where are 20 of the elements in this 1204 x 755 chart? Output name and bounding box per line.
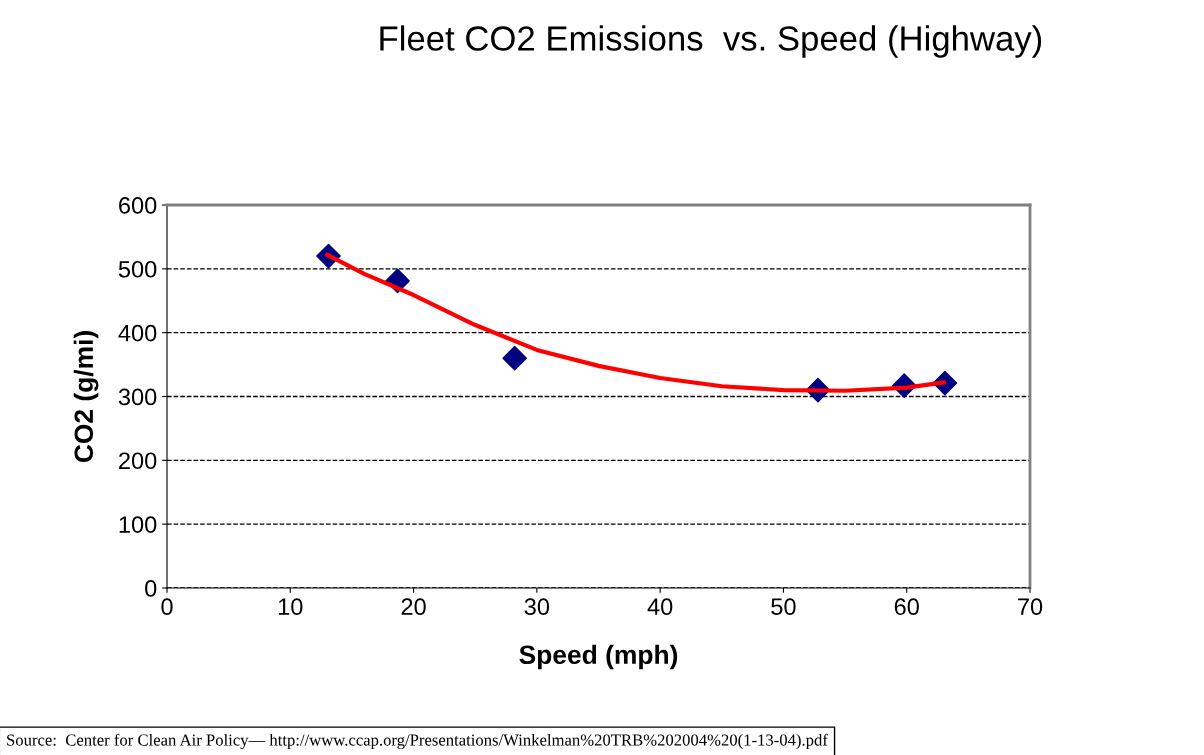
point <box>502 345 527 371</box>
x-tick-label: 10 <box>278 598 303 616</box>
source-note: Source: Center for Clean Air Policy— http://www.ccap.org/Presentations/Winkelman%20TRB%202004%20(1-13-04).pdf <box>7 733 828 750</box>
y-tick-label: 200 <box>119 452 157 470</box>
x-axis-title: Speed (mph) <box>519 644 678 670</box>
x-tick-label: 60 <box>894 598 919 616</box>
y-tick-label: 400 <box>118 324 157 342</box>
y-tick-label: 100 <box>119 516 157 533</box>
y-axis-title: CO2 (g/mi) <box>73 331 99 463</box>
y-tick-label: 0 <box>145 580 157 597</box>
x-tick-label: 70 <box>1018 598 1043 616</box>
y-tick-label: 300 <box>118 388 157 406</box>
x-tick-label: 20 <box>401 598 426 616</box>
x-tick-label: 0 <box>161 598 173 616</box>
y-tick-label: 500 <box>118 260 157 278</box>
x-tick-label: 40 <box>647 598 673 616</box>
x-tick-label: 30 <box>524 598 550 616</box>
x-tick-label: 50 <box>771 598 796 616</box>
chart-title: Fleet CO2 Emissions vs. Speed (Highway) <box>380 25 1042 58</box>
y-tick-label: 600 <box>119 197 157 214</box>
